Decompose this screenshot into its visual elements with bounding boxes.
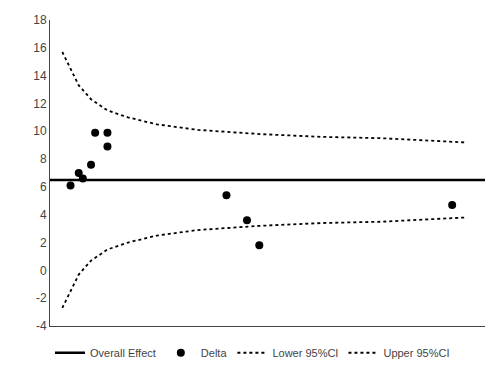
svg-text:-2: -2 <box>36 291 47 305</box>
svg-text:Overall Effect: Overall Effect <box>90 347 156 359</box>
svg-text:0: 0 <box>40 264 47 278</box>
svg-text:14: 14 <box>33 69 47 83</box>
svg-text:8: 8 <box>40 152 47 166</box>
svg-text:10: 10 <box>33 124 47 138</box>
svg-text:4: 4 <box>40 208 47 222</box>
svg-text:2: 2 <box>40 236 47 250</box>
svg-text:-4: -4 <box>36 319 47 333</box>
svg-text:16: 16 <box>33 41 47 55</box>
svg-text:Lower 95%CI: Lower 95%CI <box>272 347 338 359</box>
svg-text:Delta: Delta <box>201 347 228 359</box>
svg-text:Upper 95%CI: Upper 95%CI <box>383 347 449 359</box>
svg-text:6: 6 <box>40 180 47 194</box>
svg-text:12: 12 <box>33 97 47 111</box>
svg-text:18: 18 <box>33 13 47 27</box>
